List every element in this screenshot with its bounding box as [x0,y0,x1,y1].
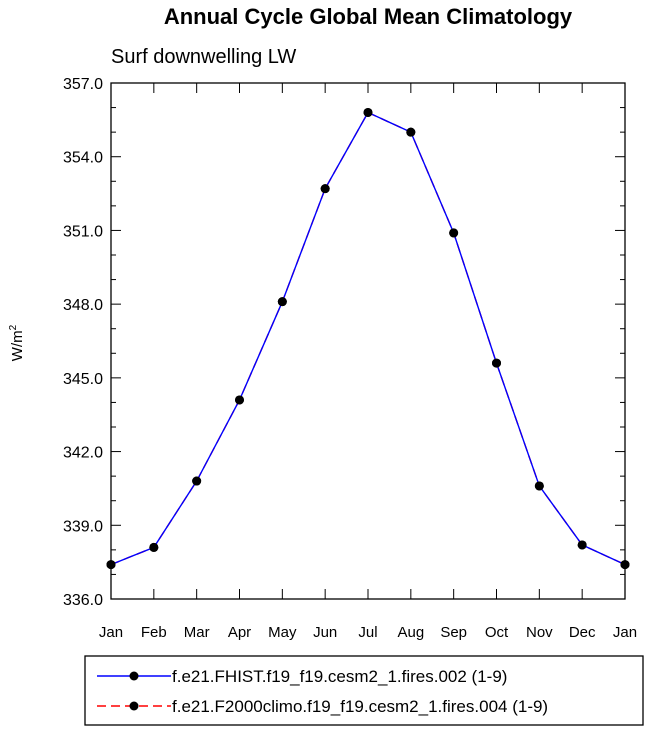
x-tick-label: Jun [313,624,337,641]
x-tick-label: May [268,624,297,641]
series-0-point [620,560,630,570]
x-tick-label: Jan [99,624,123,641]
series-0-point [577,540,587,550]
y-axis-label: W/m2 [8,324,26,361]
x-tick-label: Oct [485,624,509,641]
y-tick-label: 351.0 [63,223,103,240]
series-0-point [235,395,244,405]
x-tick-label: Jul [358,624,377,641]
legend-marker-0 [129,671,139,681]
series-0-point [106,560,116,570]
series-0-point [149,542,159,552]
legend-label-0: f.e21.FHIST.f19_f19.cesm2_1.fires.002 (1… [172,667,507,686]
x-tick-label: Jan [613,624,637,641]
y-tick-label: 345.0 [63,371,103,388]
y-tick-label: 348.0 [63,297,103,314]
x-tick-label: Aug [397,624,424,641]
legend-box [84,655,644,726]
series-line-0 [110,111,626,566]
series-0-point [363,107,373,117]
x-tick-label: Dec [569,624,596,641]
y-tick-label: 357.0 [63,76,103,93]
y-tick-label: 354.0 [63,150,103,167]
series-0-point [406,127,416,137]
x-tick-label: Feb [141,624,167,641]
chart-title: Annual Cycle Global Mean Climatology [164,4,573,29]
legend-marker-1 [129,701,139,711]
x-tick-label: Apr [228,624,251,641]
plot-frame [110,82,626,600]
x-tick-label: Sep [440,624,467,641]
y-tick-label: 339.0 [63,518,103,535]
y-tick-label: 336.0 [63,592,103,609]
series-0-point [534,481,544,491]
legend: f.e21.FHIST.f19_f19.cesm2_1.fires.002 (1… [97,667,548,716]
y-axis-label-superscript: 2 [8,324,19,330]
legend-label-1: f.e21.F2000climo.f19_f19.cesm2_1.fires.0… [172,697,548,716]
x-tick-label: Nov [526,624,553,641]
svg-text:W/m2: W/m2 [8,324,26,361]
series-0-point [492,358,501,368]
x-tick-label: Mar [184,624,210,641]
ticks-layer: 336.0 339.0 342.0 345.0 348.0 351.0 354.0 357.0… [63,76,637,641]
series-0-point [449,228,459,238]
series-0-point [320,184,330,194]
chart-subtitle: Surf downwelling LW [111,46,296,68]
series-0-point [277,297,287,307]
y-axis-label-text: W/m [9,330,26,361]
y-tick-label: 342.0 [63,445,103,462]
series-layer [106,107,630,570]
series-0-point [192,476,202,486]
